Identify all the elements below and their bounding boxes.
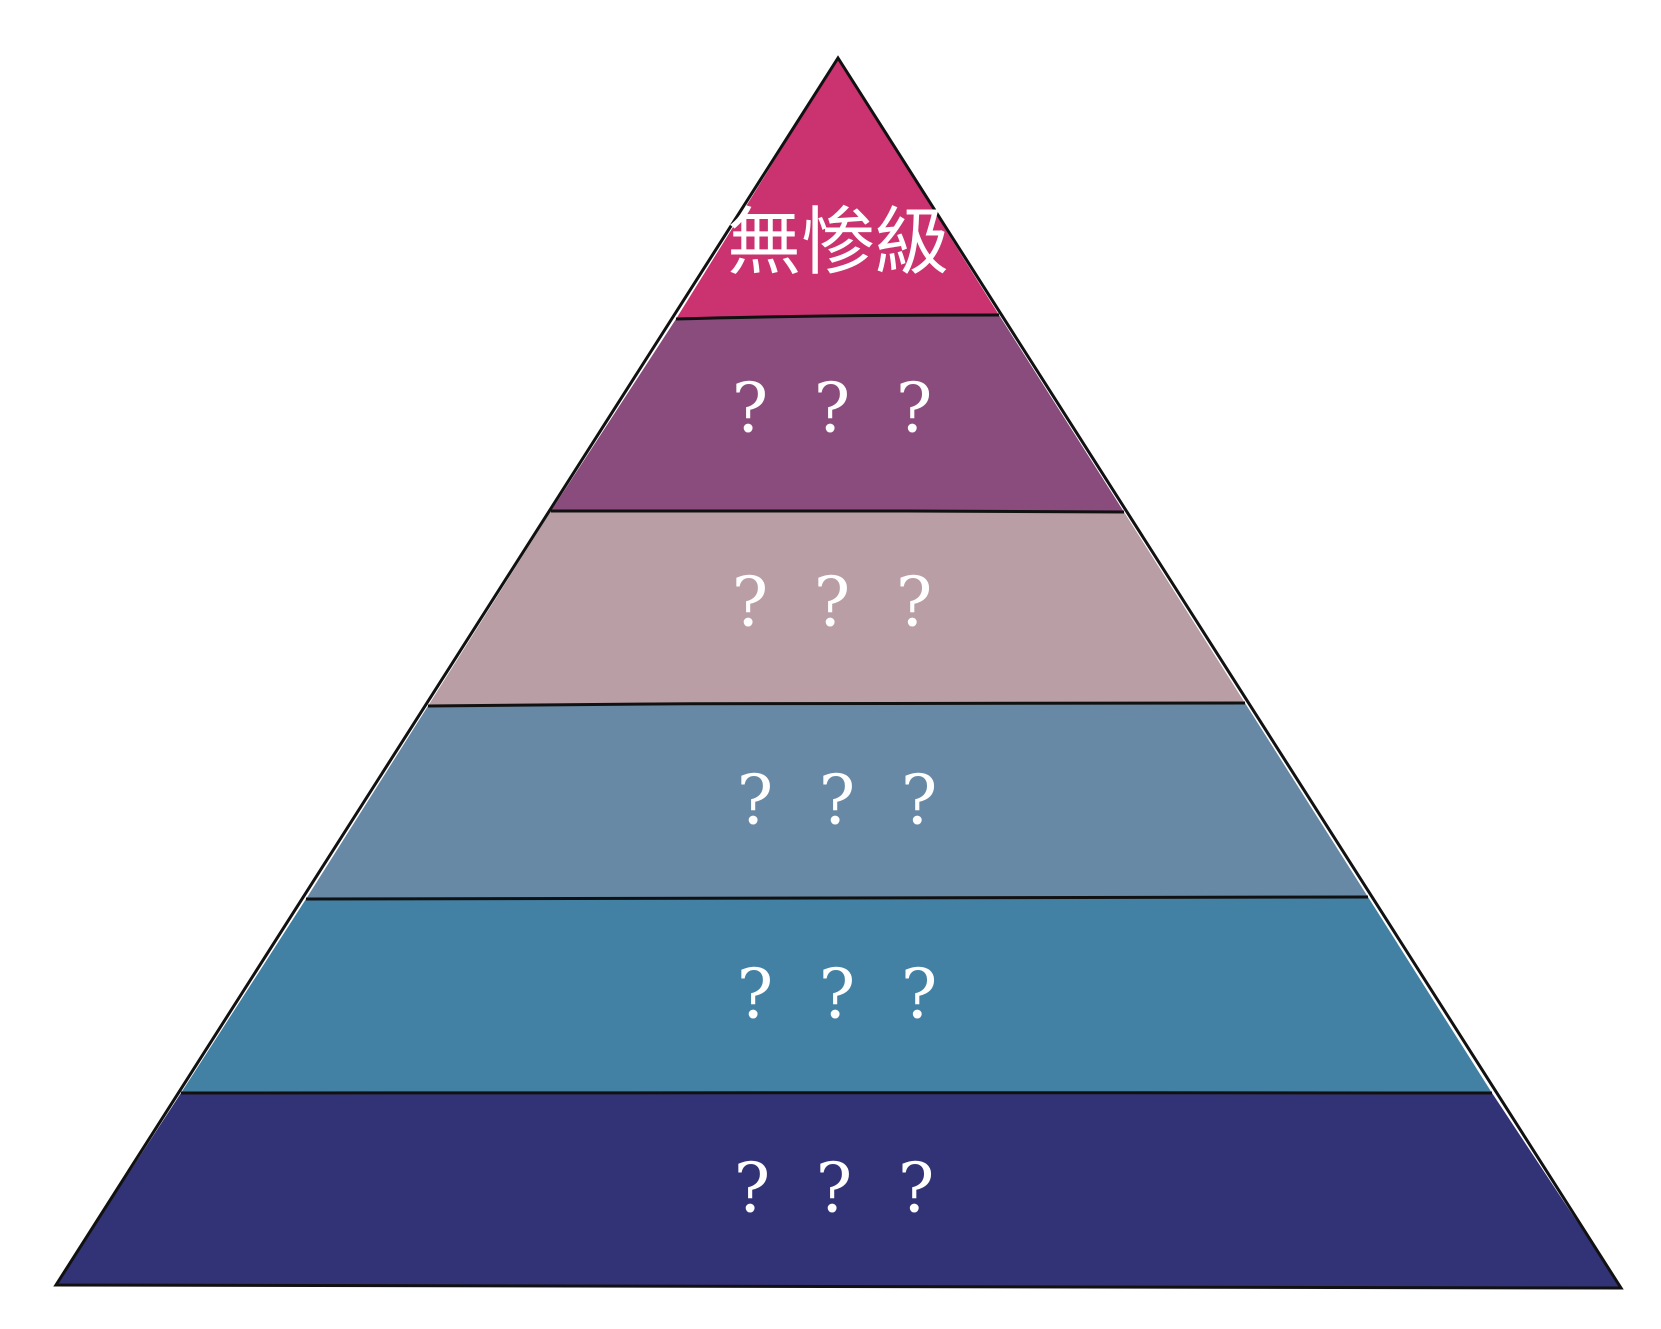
tier-2-label: ? ? ? [732,370,945,449]
tier-1-label: 無惨級 [727,199,949,285]
tier-5-band [181,897,1492,1093]
tier-6-band [56,1093,1621,1288]
tier-5-label: ? ? ? [737,956,950,1035]
tier-3-label: ? ? ? [732,564,945,643]
tier-6-label: ? ? ? [734,1150,947,1229]
tier-divider [675,313,1000,321]
tier-1-band [676,58,999,319]
tier-3-band [428,511,1245,706]
tier-divider [550,509,1125,514]
tier-4-label: ? ? ? [737,762,950,841]
pyramid-outline [53,55,1624,1290]
tier-2-band [551,315,1124,512]
tier-divider [305,895,1369,901]
tier-divider [427,701,1246,708]
tier-4-band [306,703,1368,899]
